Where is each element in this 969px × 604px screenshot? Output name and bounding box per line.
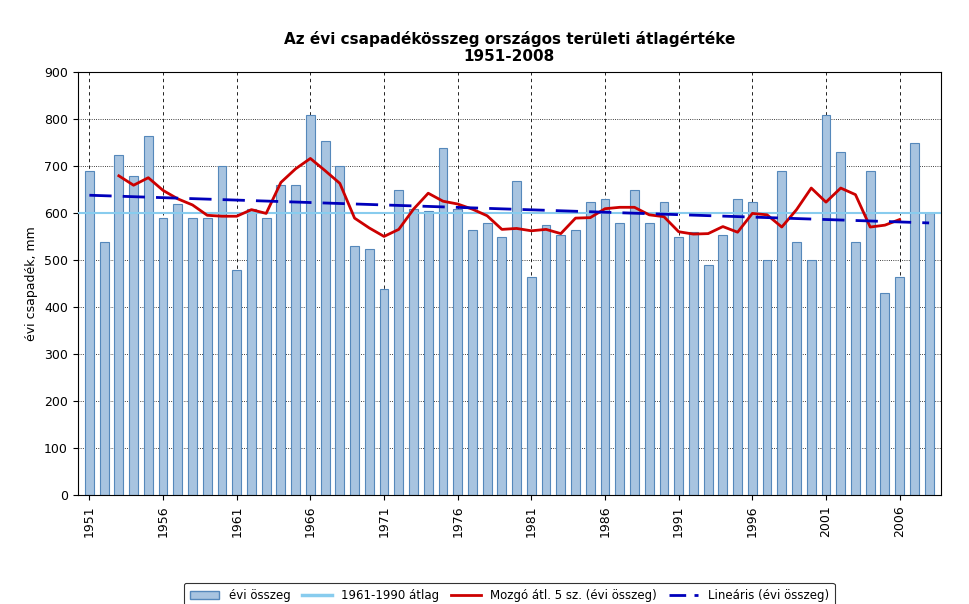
Bar <box>688 232 697 495</box>
Y-axis label: évi csapadék, mm: évi csapadék, mm <box>25 226 39 341</box>
Bar <box>350 246 359 495</box>
Bar <box>806 260 815 495</box>
Bar <box>453 209 461 495</box>
Bar <box>585 202 594 495</box>
Bar <box>747 202 756 495</box>
Bar <box>423 211 432 495</box>
Bar <box>379 289 388 495</box>
Bar <box>483 223 491 495</box>
Legend: évi összeg, 1961-1990 átlag, Mozgó átl. 5 sz. (évi összeg), Lineáris (évi összeg: évi összeg, 1961-1990 átlag, Mozgó átl. … <box>184 583 833 604</box>
Bar <box>894 277 903 495</box>
Bar <box>497 237 506 495</box>
Bar <box>409 209 418 495</box>
Bar <box>100 242 109 495</box>
Bar <box>762 260 770 495</box>
Bar <box>571 230 579 495</box>
Bar <box>467 230 477 495</box>
Bar <box>923 213 932 495</box>
Bar <box>541 225 550 495</box>
Bar <box>321 141 329 495</box>
Bar <box>776 171 786 495</box>
Bar <box>159 218 168 495</box>
Bar <box>512 181 520 495</box>
Bar <box>865 171 874 495</box>
Bar <box>232 270 241 495</box>
Bar <box>364 249 373 495</box>
Bar <box>644 223 653 495</box>
Bar <box>217 167 226 495</box>
Bar <box>262 218 270 495</box>
Bar <box>733 199 741 495</box>
Bar <box>880 294 889 495</box>
Bar <box>630 190 639 495</box>
Bar <box>305 115 315 495</box>
Bar <box>188 218 197 495</box>
Bar <box>173 204 182 495</box>
Bar <box>438 147 447 495</box>
Bar <box>143 136 152 495</box>
Bar <box>276 185 285 495</box>
Bar <box>203 218 211 495</box>
Bar <box>600 199 609 495</box>
Bar <box>526 277 535 495</box>
Bar <box>291 185 299 495</box>
Bar <box>129 176 138 495</box>
Title: Az évi csapadékösszeg országos területi átlagértéke
1951-2008: Az évi csapadékösszeg országos területi … <box>283 31 735 65</box>
Bar <box>614 223 623 495</box>
Bar <box>335 167 344 495</box>
Bar <box>703 265 712 495</box>
Bar <box>673 237 682 495</box>
Bar <box>718 234 727 495</box>
Bar <box>792 242 800 495</box>
Bar <box>909 143 918 495</box>
Bar <box>556 234 565 495</box>
Bar <box>114 155 123 495</box>
Bar <box>394 190 403 495</box>
Bar <box>247 209 256 495</box>
Bar <box>850 242 859 495</box>
Bar <box>821 115 829 495</box>
Bar <box>85 171 94 495</box>
Bar <box>659 202 668 495</box>
Bar <box>835 152 844 495</box>
